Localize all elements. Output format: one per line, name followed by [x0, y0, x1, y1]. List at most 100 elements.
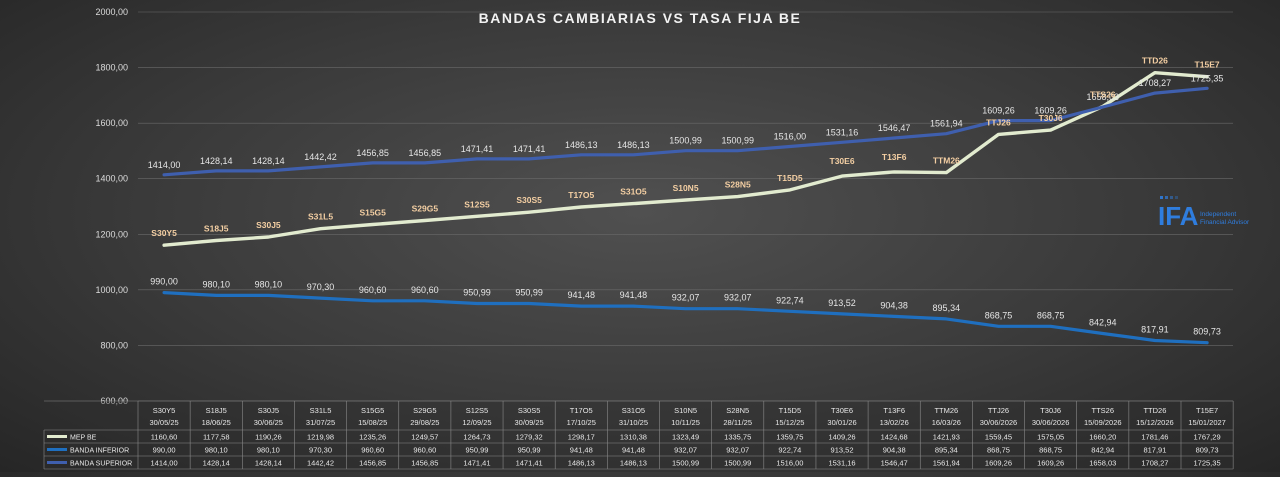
table-value: 950,99 — [518, 446, 541, 455]
table-value: 1428,14 — [203, 459, 230, 468]
ticker-label: S28N5 — [725, 180, 751, 190]
table-value: 1421,93 — [933, 433, 960, 442]
label-banda-inferior: 913,52 — [828, 298, 856, 308]
ticker-label: S18J5 — [204, 224, 229, 234]
label-banda-inferior: 950,99 — [515, 287, 543, 297]
table-header-date: 10/11/25 — [671, 418, 700, 427]
table-value: 932,07 — [674, 446, 697, 455]
ticker-label: S29G5 — [412, 204, 439, 214]
ticker-labels: S30Y5 S18J5 S30J5 S31L5 S15G5 S29G5 S12S5 S30S5… — [151, 56, 1220, 239]
table-value: 1335,75 — [724, 433, 751, 442]
table-header-date: 30/06/2026 — [980, 418, 1018, 427]
table-header-ticker: T15E7 — [1196, 406, 1218, 415]
label-banda-superior: 1486,13 — [617, 140, 650, 150]
label-banda-superior: 1456,85 — [409, 148, 442, 158]
y-tick-label: 1200,00 — [95, 229, 128, 239]
table-header-ticker: S30Y5 — [153, 406, 176, 415]
table-value: 1725,35 — [1194, 459, 1221, 468]
label-banda-superior: 1500,99 — [721, 136, 754, 146]
label-banda-superior: 1428,14 — [252, 156, 285, 166]
table-header-date: 30/06/25 — [254, 418, 283, 427]
table-value: 1298,17 — [568, 433, 595, 442]
label-banda-superior: 1531,16 — [826, 127, 859, 137]
ifa-brand: IFA — [1158, 201, 1199, 231]
table-header-ticker: S30J5 — [258, 406, 279, 415]
y-tick-label: 1600,00 — [95, 118, 128, 128]
table-header-date: 30/05/25 — [149, 418, 178, 427]
table-value: 1658,03 — [1089, 459, 1116, 468]
table-header-date: 15/12/2026 — [1136, 418, 1174, 427]
table-header-date: 17/10/25 — [567, 418, 596, 427]
table-value: 842,94 — [1091, 446, 1114, 455]
table-value: 868,75 — [987, 446, 1010, 455]
label-banda-inferior: 990,00 — [150, 277, 178, 287]
ticker-label: TTS26 — [1090, 89, 1116, 99]
table-value: 950,99 — [465, 446, 488, 455]
ticker-label: TTJ26 — [986, 117, 1011, 127]
label-banda-inferior: 932,07 — [724, 293, 752, 303]
label-banda-inferior: 904,38 — [880, 300, 908, 310]
label-banda-inferior: 970,30 — [307, 282, 335, 292]
table-value: 1531,16 — [828, 459, 855, 468]
label-banda-superior: 1516,00 — [774, 131, 807, 141]
ticker-label: T17O5 — [568, 190, 594, 200]
y-tick-label: 1400,00 — [95, 174, 128, 184]
table-header-ticker: S31L5 — [310, 406, 332, 415]
ticker-label: S31L5 — [308, 212, 333, 222]
table-value: 1177,58 — [203, 433, 230, 442]
table-value: 1249,57 — [411, 433, 438, 442]
label-banda-inferior: 941,48 — [568, 290, 596, 300]
table-header-date: 30/01/26 — [827, 418, 856, 427]
label-banda-inferior: 960,60 — [359, 285, 387, 295]
table-value: 1767,29 — [1194, 433, 1221, 442]
label-banda-inferior: 932,07 — [672, 293, 700, 303]
label-banda-superior: 1546,47 — [878, 123, 911, 133]
table-header-ticker: TTD26 — [1143, 406, 1166, 415]
table-header-date: 15/12/25 — [775, 418, 804, 427]
table-value: 980,10 — [205, 446, 228, 455]
label-banda-superior: 1442,42 — [304, 152, 337, 162]
y-tick-label: 2000,00 — [95, 7, 128, 17]
table-value: 1561,94 — [933, 459, 960, 468]
table-value: 1279,32 — [516, 433, 543, 442]
table-header-date: 15/09/2026 — [1084, 418, 1122, 427]
grid-layer — [138, 11, 1233, 402]
table-value: 1424,68 — [881, 433, 908, 442]
table-header-date: 18/06/25 — [202, 418, 231, 427]
table-header-ticker: S12S5 — [466, 406, 489, 415]
table-value: 895,34 — [935, 446, 958, 455]
table-value: 1559,45 — [985, 433, 1012, 442]
table-header-date: 31/10/25 — [619, 418, 648, 427]
table-header-date: 28/11/25 — [723, 418, 752, 427]
series-line-mep-be — [162, 70, 1209, 247]
table-header-ticker: S31O5 — [622, 406, 645, 415]
ticker-label: T15E7 — [1195, 60, 1220, 70]
ifa-logo-icon — [1160, 196, 1178, 199]
table-value: 1428,14 — [255, 459, 282, 468]
table-value: 1471,41 — [463, 459, 490, 468]
y-tick-label: 800,00 — [100, 340, 128, 350]
table-header-ticker: TTS26 — [1092, 406, 1115, 415]
table-value: 1190,26 — [255, 433, 282, 442]
label-banda-superior: 1708,27 — [1139, 78, 1172, 88]
ticker-label: T13F6 — [882, 152, 907, 162]
ifa-line1: Independent — [1200, 211, 1236, 218]
label-banda-superior: 1486,13 — [565, 140, 598, 150]
table-header-date: 30/06/2026 — [1032, 418, 1070, 427]
table-header-ticker: T30J6 — [1040, 406, 1061, 415]
label-banda-inferior: 868,75 — [985, 310, 1013, 320]
ticker-label: TTM26 — [933, 156, 960, 166]
table-value: 1456,85 — [359, 459, 386, 468]
table-value: 904,38 — [883, 446, 906, 455]
table-value: 1442,42 — [307, 459, 334, 468]
table-value: 1471,41 — [516, 459, 543, 468]
table-value: 960,60 — [361, 446, 384, 455]
label-banda-inferior: 842,94 — [1089, 317, 1117, 327]
table-header-date: 31/07/25 — [306, 418, 335, 427]
table-value: 980,10 — [257, 446, 280, 455]
table-header-ticker: T30E6 — [831, 406, 853, 415]
label-banda-inferior: 868,75 — [1037, 310, 1065, 320]
table-header-ticker: S29G5 — [413, 406, 436, 415]
